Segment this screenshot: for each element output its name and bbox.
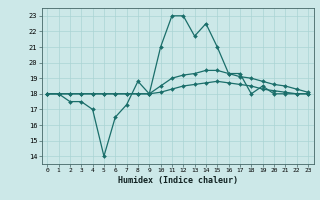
X-axis label: Humidex (Indice chaleur): Humidex (Indice chaleur)	[118, 176, 237, 185]
